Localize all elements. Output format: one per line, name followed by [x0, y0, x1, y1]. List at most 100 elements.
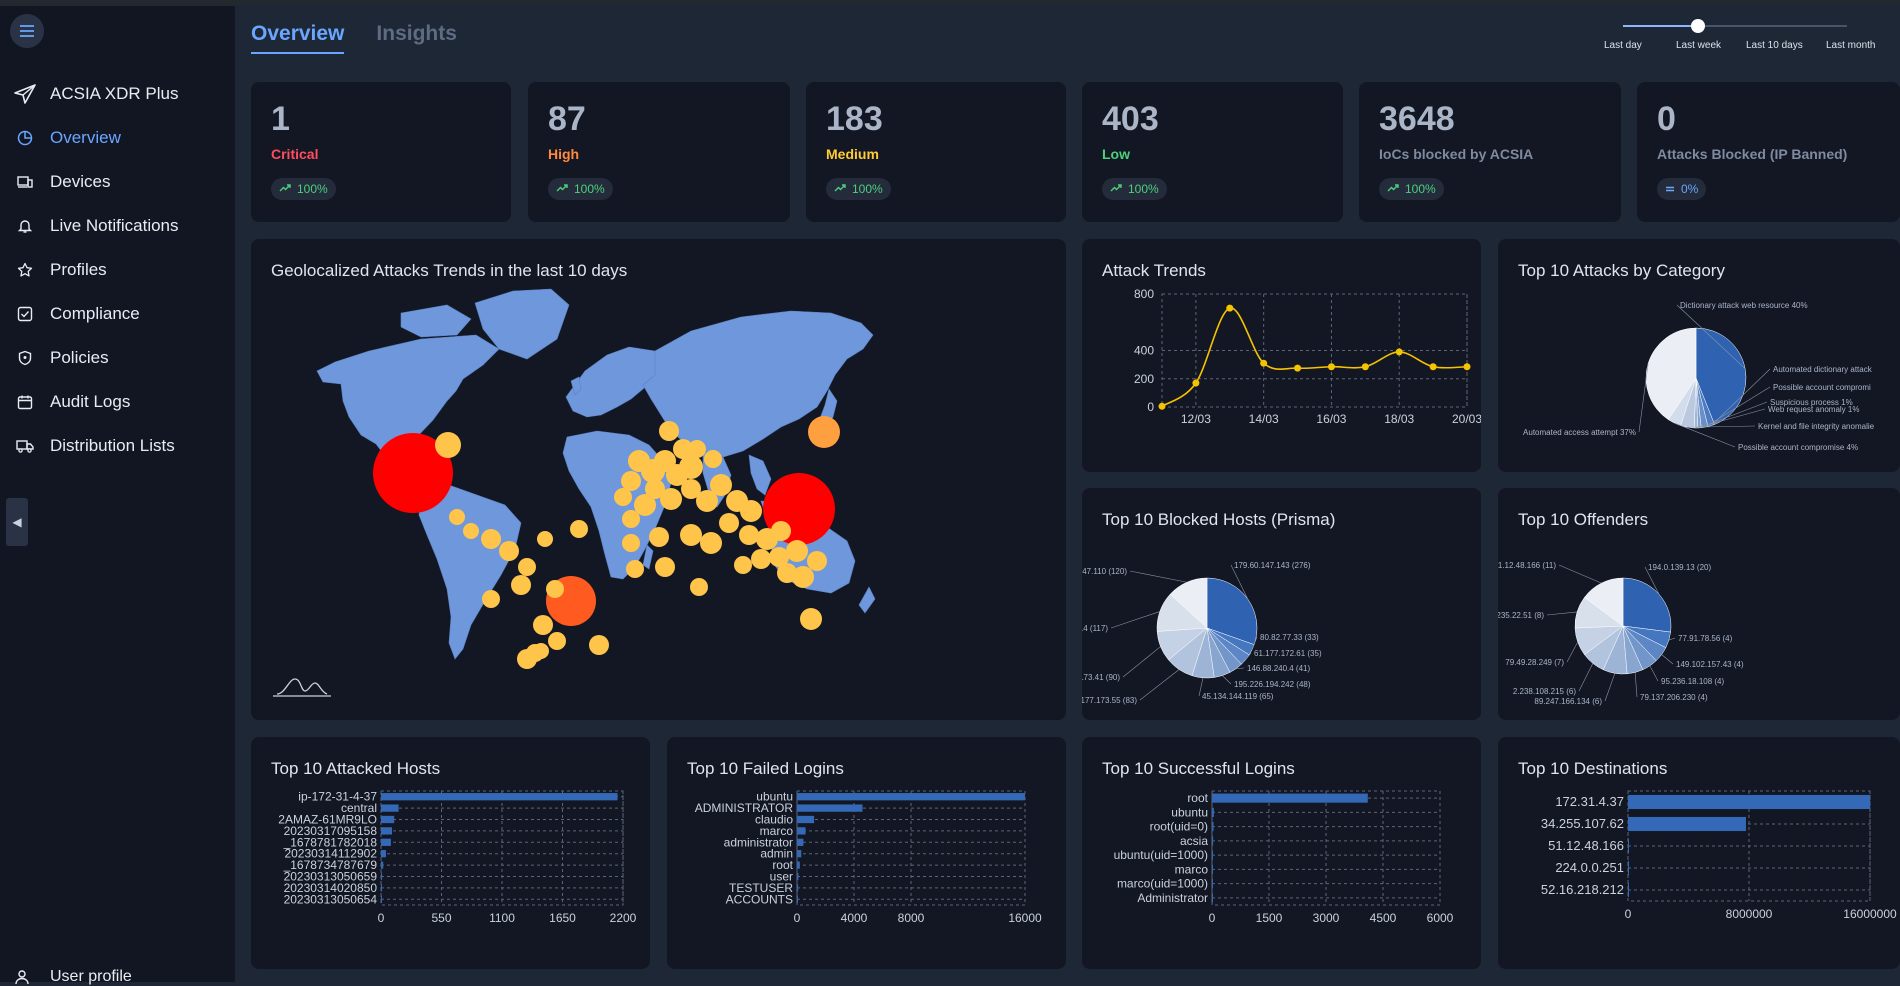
range-option-last-10-days[interactable]: Last 10 days	[1746, 40, 1803, 51]
bar	[1628, 838, 1629, 854]
stat-value: 1	[271, 100, 290, 138]
slice-leader-line	[1644, 566, 1660, 595]
attack-trends-panel: Attack Trends 0 200 400 800 12/03 14/03 16/03 1…	[1082, 239, 1481, 472]
slice-leader-line	[1687, 425, 1756, 428]
slice-label: Possible account compromi	[1773, 383, 1871, 392]
attack-trends-chart[interactable]: 0 200 400 800 12/03 14/03 16/03 18/03 20/03	[1082, 239, 1481, 472]
slice-leader-line	[1668, 637, 1676, 641]
tab-insights[interactable]: Insights	[376, 22, 457, 45]
bar	[797, 804, 863, 812]
bar	[1212, 807, 1214, 817]
pie-slice	[1645, 327, 1697, 420]
user-profile-link[interactable]: User profile	[14, 968, 132, 986]
slice-leader-line	[1634, 672, 1638, 698]
sidebar-item-compliance[interactable]: Compliance	[0, 292, 235, 336]
sidebar-item-devices[interactable]: Devices	[0, 160, 235, 204]
attacked-hosts-chart[interactable]: 0 550 1100 1650 2200 ip-172-31-4-37central2AM…	[251, 737, 650, 969]
bar	[797, 838, 804, 846]
bar	[381, 895, 382, 903]
slice-label: 2.238.108.215 (6)	[1513, 687, 1576, 696]
category-label: TESTUSER	[729, 881, 793, 895]
data-point	[1327, 363, 1335, 371]
offenders-chart[interactable]: 194.0.139.13 (20) 77.91.78.56 (4) 149.102.…	[1498, 488, 1900, 720]
stat-label: Attacks Blocked (IP Banned)	[1657, 146, 1848, 162]
x-tick-label: 12/03	[1181, 412, 1211, 426]
category-label: marco	[760, 824, 794, 838]
slice-label: Automated access attempt 37%	[1523, 428, 1636, 437]
x-tick-label: 4500	[1370, 911, 1397, 925]
slice-leader-line	[1122, 646, 1161, 678]
landmass-southeast-asia	[748, 454, 772, 496]
stat-card-critical: 1 Critical 100%	[251, 82, 511, 222]
time-range-slider[interactable]: Last day Last week Last 10 days Last mon…	[1600, 14, 1880, 54]
landmass-greenland	[474, 288, 570, 360]
x-tick-label: 18/03	[1384, 412, 1414, 426]
successful-logins-chart[interactable]: 0 1500 3000 4500 6000 rootubunturoot(uid=0)ac…	[1082, 737, 1481, 969]
landmass-south-america	[418, 484, 522, 660]
x-tick-label: 0	[794, 911, 801, 925]
sidebar-item-label: Profiles	[50, 260, 107, 279]
attacks-by-category-chart[interactable]: Dictionary attack web resource 40% Automa…	[1498, 239, 1900, 472]
slice-label: 193.142.146.214 (117)	[1082, 624, 1108, 633]
sidebar-nav: ACSIA XDR Plus Overview Devices Live Not…	[0, 72, 235, 468]
attack-marker-north-america[interactable]	[373, 433, 453, 513]
brand-logo-link[interactable]: ACSIA XDR Plus	[0, 72, 235, 116]
sidebar-item-audit-logs[interactable]: Audit Logs	[0, 380, 235, 424]
tab-overview[interactable]: Overview	[251, 22, 345, 54]
slice-label: Web request anomaly 1%	[1768, 405, 1859, 414]
failed-logins-chart[interactable]: 0 4000 8000 16000 ubuntuADMINISTRATORclaudio…	[667, 737, 1066, 969]
landmass-asia	[642, 310, 874, 458]
attacked-hosts-panel: Top 10 Attacked Hosts 0 550 1100 1650 2200 ip…	[251, 737, 650, 969]
bar	[381, 872, 383, 881]
x-tick-label: 0	[1625, 907, 1632, 921]
attack-marker-cluster-other[interactable]	[449, 509, 822, 669]
sidebar-collapse-button[interactable]: ◀	[6, 498, 28, 546]
slice-label: Possible account compromise 4%	[1738, 443, 1858, 452]
equals-icon	[1665, 182, 1675, 196]
trend-badge: 100%	[548, 178, 613, 200]
sidebar-item-policies[interactable]: Policies	[0, 336, 235, 380]
slider-fill	[1623, 25, 1698, 27]
bar	[1628, 794, 1870, 810]
sidebar-item-distribution-lists[interactable]: Distribution Lists	[0, 424, 235, 468]
slice-leader-line	[1604, 673, 1616, 702]
range-option-last-week[interactable]: Last week	[1676, 40, 1722, 51]
slice-leader-line	[1198, 677, 1204, 697]
blocked-hosts-panel: Top 10 Blocked Hosts (Prisma) 179.60.147…	[1082, 488, 1481, 720]
category-label: acsia	[1180, 834, 1208, 848]
world-map[interactable]	[251, 239, 1066, 720]
slider-handle[interactable]	[1691, 19, 1705, 33]
slice-label: 146.88.240.4 (41)	[1247, 664, 1310, 673]
sidebar-item-profiles[interactable]: Profiles	[0, 248, 235, 292]
stat-label: Low	[1102, 146, 1130, 162]
bar	[797, 872, 799, 881]
data-point	[1260, 359, 1268, 367]
attack-marker-cluster-middle-east[interactable]	[734, 521, 827, 588]
slice-label: 61.177.172.61 (35)	[1254, 649, 1322, 658]
attack-marker-russia[interactable]	[808, 416, 840, 448]
x-tick-label: 550	[431, 911, 451, 925]
bar	[1628, 816, 1746, 832]
panel-title: Top 10 Destinations	[1518, 759, 1668, 778]
x-tick-label: 1650	[549, 911, 576, 925]
slice-leader-line	[1546, 611, 1578, 616]
attack-marker-cluster-europe[interactable]	[614, 421, 762, 554]
sidebar-item-overview[interactable]: Overview	[0, 116, 235, 160]
category-label: central	[341, 801, 377, 815]
category-label: marco(uid=1000)	[1117, 877, 1208, 891]
category-label: 20230313050659	[284, 870, 378, 884]
menu-toggle-button[interactable]	[10, 14, 44, 48]
destinations-chart[interactable]: 0 8000000 16000000 172.31.4.37 34.255.107.62…	[1498, 737, 1900, 969]
range-option-last-day[interactable]: Last day	[1604, 40, 1642, 51]
attack-marker-canada[interactable]	[435, 432, 461, 458]
range-option-last-month[interactable]: Last month	[1826, 40, 1876, 51]
slider-track[interactable]	[1623, 25, 1847, 27]
caret-left-icon: ◀	[12, 515, 22, 529]
category-label: Administrator	[1137, 891, 1208, 905]
x-tick-label: 0	[378, 911, 385, 925]
sidebar-item-live-notifications[interactable]: Live Notifications	[0, 204, 235, 248]
pie-slice	[1622, 577, 1672, 633]
slice-leader-line	[1251, 636, 1258, 651]
user-profile-label: User profile	[50, 968, 132, 985]
blocked-hosts-chart[interactable]: 179.60.147.143 (276) 80.82.77.33 (33) 61.1…	[1082, 488, 1481, 720]
